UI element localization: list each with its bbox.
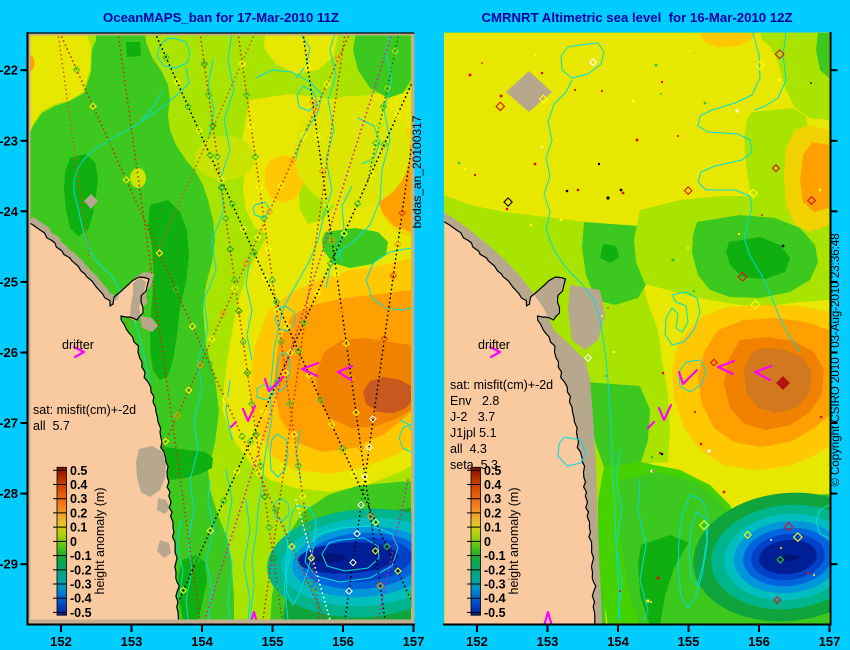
svg-text:J-2 3.7: J-2 3.7	[450, 410, 495, 424]
svg-text:sat: misfit(cm)+-2d: sat: misfit(cm)+-2d	[33, 403, 136, 417]
svg-text:-24: -24	[0, 204, 19, 219]
svg-text:OceanMAPS_ban for 17-Mar-2010: OceanMAPS_ban for 17-Mar-2010 11Z	[103, 10, 339, 25]
svg-text:0.3: 0.3	[70, 492, 87, 506]
svg-text:-0.5: -0.5	[484, 606, 506, 620]
svg-text:-0.3: -0.3	[70, 578, 92, 592]
svg-text:-0.3: -0.3	[484, 578, 506, 592]
svg-text:-27: -27	[0, 416, 18, 431]
svg-text:0.1: 0.1	[484, 521, 501, 535]
svg-text:all 5.7: all 5.7	[33, 419, 70, 433]
svg-text:0.4: 0.4	[484, 478, 501, 492]
svg-text:-0.2: -0.2	[484, 563, 506, 577]
svg-text:0: 0	[70, 535, 77, 549]
svg-text:-28: -28	[0, 486, 18, 501]
svg-text:157: 157	[403, 634, 425, 649]
svg-text:0.4: 0.4	[70, 478, 87, 492]
svg-text:152: 152	[466, 634, 488, 649]
svg-text:0.5: 0.5	[484, 464, 501, 478]
svg-text:152: 152	[50, 634, 72, 649]
svg-text:CMRNRT Altimetric sea level f: CMRNRT Altimetric sea level for 16-Mar-2…	[482, 10, 793, 25]
svg-text:-29: -29	[0, 557, 18, 572]
svg-text:0.2: 0.2	[484, 506, 501, 520]
svg-text:sat: misfit(cm)+-2d: sat: misfit(cm)+-2d	[450, 378, 553, 392]
svg-text:-25: -25	[0, 274, 18, 289]
svg-text:Env 2.8: Env 2.8	[450, 394, 499, 408]
svg-text:-0.2: -0.2	[70, 563, 92, 577]
svg-text:drifter: drifter	[478, 338, 510, 352]
svg-text:-0.4: -0.4	[484, 592, 506, 606]
svg-text:bodas_an_20100317: bodas_an_20100317	[410, 115, 424, 228]
svg-text:-26: -26	[0, 345, 18, 360]
svg-text:155: 155	[678, 634, 700, 649]
svg-text:153: 153	[121, 634, 143, 649]
svg-text:J1jpl 5.1: J1jpl 5.1	[450, 426, 497, 440]
svg-text:-0.5: -0.5	[70, 606, 92, 620]
svg-text:-22: -22	[0, 63, 18, 78]
svg-text:156: 156	[748, 634, 770, 649]
svg-text:all 4.3: all 4.3	[450, 442, 487, 456]
svg-text:seta 5.3: seta 5.3	[450, 458, 498, 472]
svg-text:-0.1: -0.1	[70, 549, 92, 563]
svg-text:0: 0	[484, 535, 491, 549]
svg-text:153: 153	[537, 634, 559, 649]
svg-text:drifter: drifter	[62, 338, 94, 352]
svg-text:-23: -23	[0, 133, 18, 148]
svg-text:0.5: 0.5	[70, 464, 87, 478]
svg-text:154: 154	[607, 634, 629, 649]
svg-text:156: 156	[332, 634, 354, 649]
svg-text:© Copyright CSIRO 2010 03-Au: © Copyright CSIRO 2010 03-Aug-2010 23:36…	[830, 233, 842, 486]
svg-text:0.2: 0.2	[70, 506, 87, 520]
svg-text:height anomaly (m): height anomaly (m)	[93, 488, 107, 595]
svg-text:157: 157	[819, 634, 841, 649]
svg-text:155: 155	[262, 634, 284, 649]
svg-text:154: 154	[191, 634, 213, 649]
svg-text:-0.1: -0.1	[484, 549, 506, 563]
svg-text:0.1: 0.1	[70, 521, 87, 535]
svg-text:0.3: 0.3	[484, 492, 501, 506]
svg-text:height anomaly (m): height anomaly (m)	[507, 488, 521, 595]
svg-text:-0.4: -0.4	[70, 592, 92, 606]
